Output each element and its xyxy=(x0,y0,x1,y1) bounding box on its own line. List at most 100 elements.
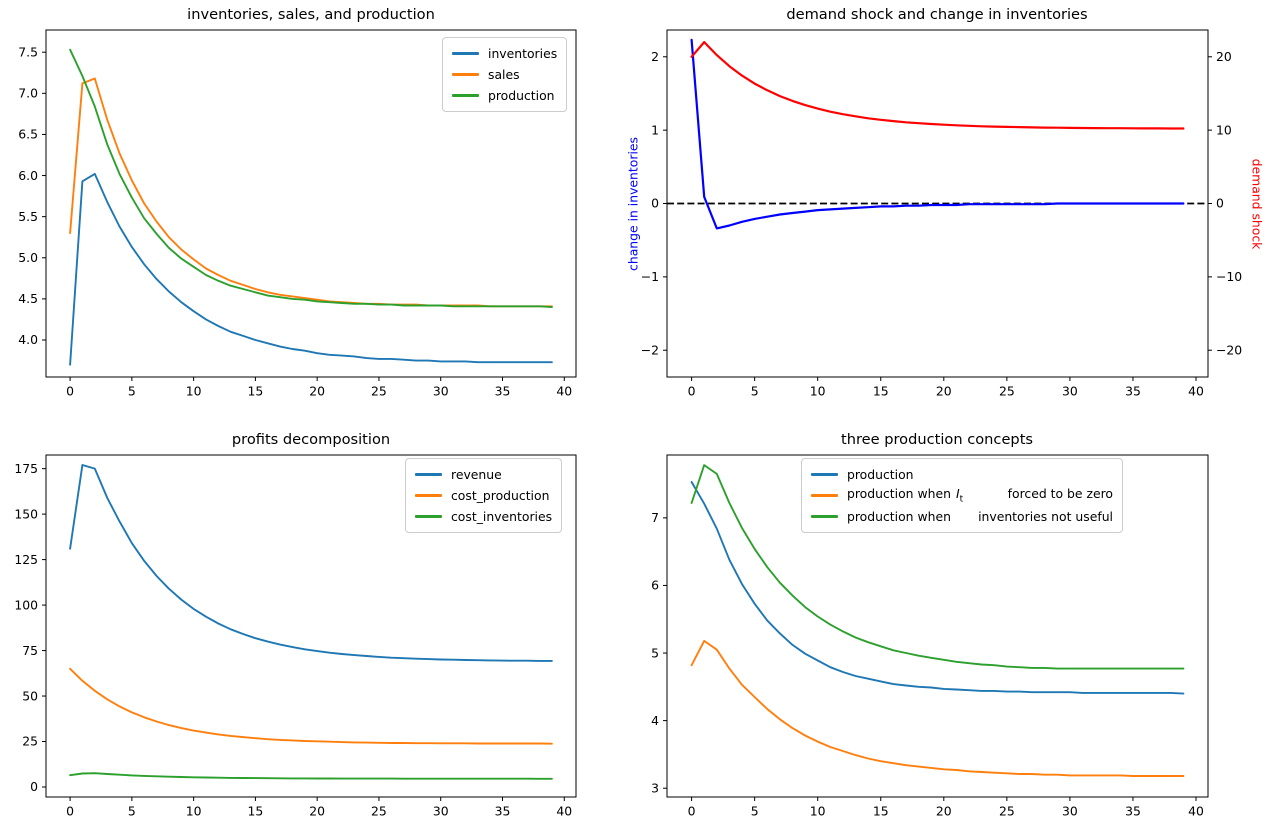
y-tick-label: 75 xyxy=(22,643,38,658)
legend-label: cost_production xyxy=(451,488,550,503)
x-tick-label: 10 xyxy=(810,804,826,819)
subplot-title-profits-decomposition: profits decomposition xyxy=(231,431,391,448)
y2-tick-label: 10 xyxy=(1216,122,1232,137)
subplot-title-inventories-sales-production: inventories, sales, and production xyxy=(187,6,435,23)
x-tick-label: 35 xyxy=(495,804,511,819)
legend-label-right: inventories not useful xyxy=(978,509,1113,524)
series-line-production-when-It-forced-to-be-zero xyxy=(690,639,1185,777)
y-tick-label: 5.5 xyxy=(18,209,38,224)
y-tick-label: 5.0 xyxy=(18,250,38,265)
y-tick-label: 50 xyxy=(22,688,38,703)
x-tick-label: 20 xyxy=(309,804,325,819)
y-tick-label: 150 xyxy=(14,506,38,521)
legend-inventories-sales-production: inventories sales production xyxy=(442,37,568,112)
series-line-cost_production xyxy=(69,667,553,745)
legend-line-production xyxy=(452,94,479,97)
legend-label: cost_inventories xyxy=(451,509,553,524)
x-tick-label: 5 xyxy=(128,384,136,399)
y-tick-label: 6.0 xyxy=(18,168,38,183)
y-tick-label: 6.5 xyxy=(18,127,38,142)
y-tick-label: 0 xyxy=(651,196,659,211)
y-tick-label: 100 xyxy=(14,597,38,612)
series-line-change-in-inventories xyxy=(690,38,1185,230)
y-tick-label: 1 xyxy=(651,122,659,137)
y-tick-label: 125 xyxy=(14,552,38,567)
x-tick-label: 40 xyxy=(1188,804,1204,819)
subplot-profits-decomposition: 0 5 10 15 20 25 30 35 40 0 25 50 75 100 125 150 175 xyxy=(14,454,577,819)
y-tick-label: −2 xyxy=(641,342,659,357)
y-tick-label: 7.5 xyxy=(18,44,38,59)
legend-line-cost-inventories xyxy=(415,515,442,518)
y-ticks: 0 25 50 75 100 125 150 175 xyxy=(14,461,46,794)
y2-tick-label: −20 xyxy=(1216,342,1242,357)
legend-line-revenue xyxy=(415,473,442,476)
y-tick-label: 0 xyxy=(30,779,38,794)
axes-spines xyxy=(45,29,577,378)
x-tick-label: 10 xyxy=(186,384,202,399)
series-line-inventories xyxy=(69,172,553,366)
legend-item: production when inventories not useful xyxy=(811,506,1113,527)
legend-three-production-concepts: production production when It forced to b… xyxy=(801,458,1123,533)
x-tick-label: 0 xyxy=(688,804,696,819)
y-tick-label: −1 xyxy=(641,269,659,284)
subplot-inventories-sales-production: 0 5 10 15 20 25 30 35 40 4.0 4.5 5.0 5.5 6.0 6.5 7.0 7.5 xyxy=(18,29,577,399)
series-line-production xyxy=(69,48,553,309)
y-tick-label: 7.0 xyxy=(18,86,38,101)
x-tick-label: 20 xyxy=(936,384,952,399)
legend-label: revenue xyxy=(451,467,502,482)
y-tick-label: 4.5 xyxy=(18,291,38,306)
legend-label: production when It forced to be zero xyxy=(847,486,1113,504)
legend-item: sales xyxy=(452,64,557,85)
x-tick-label: 20 xyxy=(936,804,952,819)
y-tick-label: 7 xyxy=(651,510,659,525)
x-ticks: 0 5 10 15 20 25 30 35 40 xyxy=(66,377,572,399)
x-tick-label: 25 xyxy=(999,384,1015,399)
legend-line-production xyxy=(811,473,838,476)
y-ticks: −2 −1 0 1 2 xyxy=(641,49,667,357)
x-tick-label: 30 xyxy=(433,804,449,819)
x-tick-label: 0 xyxy=(66,804,74,819)
x-tick-label: 30 xyxy=(433,384,449,399)
x-tick-label: 25 xyxy=(371,384,387,399)
series-line-cost_inventories xyxy=(69,772,553,780)
subplot-title-three-production-concepts: three production concepts xyxy=(840,431,1034,448)
series-line-sales xyxy=(69,77,553,308)
x-tick-label: 5 xyxy=(751,804,759,819)
legend-line-production-no-inventories xyxy=(811,515,838,518)
axes-spines xyxy=(666,454,1209,798)
legend-line-sales xyxy=(452,73,479,76)
y-tick-label: 4.0 xyxy=(18,332,38,347)
legend-label-right: forced to be zero xyxy=(1007,486,1113,502)
x-ticks: 0 5 10 15 20 25 30 35 40 xyxy=(688,377,1204,399)
legend-item: cost_production xyxy=(415,485,552,506)
x-tick-label: 30 xyxy=(1062,804,1078,819)
x-tick-label: 35 xyxy=(1125,384,1141,399)
x-tick-label: 40 xyxy=(556,804,572,819)
series-line-production-when-inventories-not-useful xyxy=(690,464,1185,670)
y2-tick-label: −10 xyxy=(1216,269,1242,284)
legend-label-left: production when xyxy=(847,509,951,524)
y-tick-label: 4 xyxy=(651,713,659,728)
x-tick-label: 10 xyxy=(810,384,826,399)
legend-label: production when inventories not useful xyxy=(847,509,1113,524)
legend-item: inventories xyxy=(452,43,557,64)
legend-label: production xyxy=(847,467,914,482)
x-tick-label: 25 xyxy=(999,804,1015,819)
y2-tick-label: 0 xyxy=(1216,196,1224,211)
x-tick-label: 15 xyxy=(248,804,264,819)
legend-line-production-it-zero xyxy=(811,494,838,497)
x-tick-label: 0 xyxy=(688,384,696,399)
legend-label: production xyxy=(488,88,555,103)
series-line-revenue xyxy=(69,464,553,662)
y-axis-label-demand-shock: demand shock xyxy=(1249,158,1265,250)
y-tick-label: 5 xyxy=(651,645,659,660)
legend-label-left: production when It xyxy=(847,486,964,505)
legend-label: sales xyxy=(488,67,520,82)
x-tick-label: 5 xyxy=(751,384,759,399)
y-axis-label-change-in-inventories: change in inventories xyxy=(625,137,641,271)
legend-item: revenue xyxy=(415,464,552,485)
x-tick-label: 35 xyxy=(495,384,511,399)
